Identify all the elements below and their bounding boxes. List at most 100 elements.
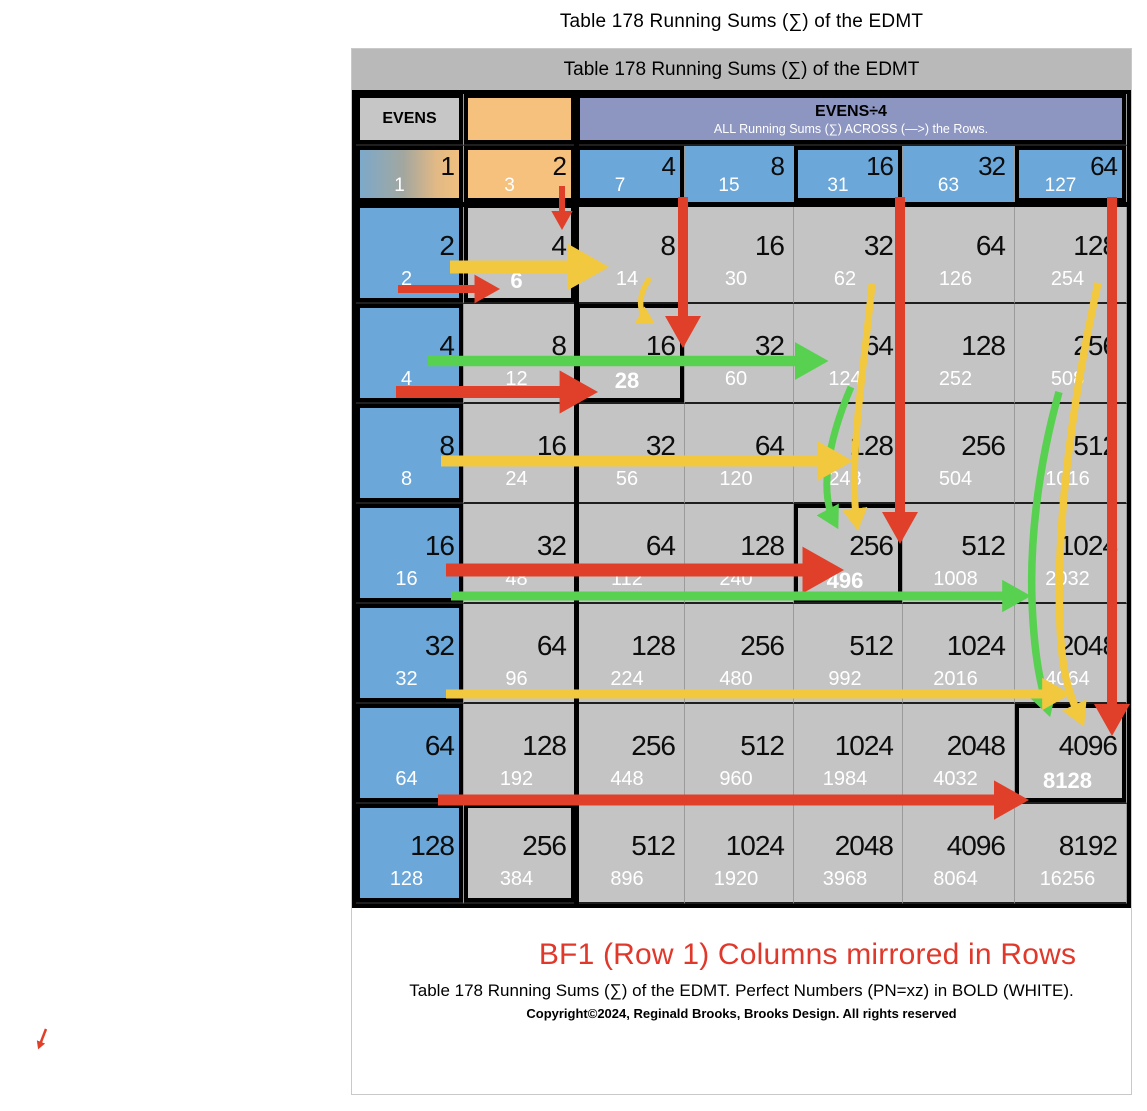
cell-value: 512 (740, 730, 785, 761)
cell-sum: 896 (610, 868, 644, 890)
cell-sum: 14 (615, 268, 639, 290)
cell-value: 256 (631, 730, 676, 761)
cell-sum: 127 (1044, 175, 1077, 196)
cell-value: 4 (661, 151, 677, 181)
table-cell: 8192 16256 (1015, 804, 1127, 904)
cell-value: 2048 (946, 730, 1006, 761)
cell-value: 512 (631, 830, 676, 861)
table-cell: 1024 1984 (794, 704, 903, 804)
cell-sum: 63 (937, 175, 960, 196)
cell-value: 128 (631, 630, 676, 661)
cell-sum: 6 (510, 268, 523, 293)
table-cell: 4096 8064 (903, 804, 1015, 904)
table-cell: 64 124 (794, 304, 903, 404)
cell-value: 8192 (1058, 830, 1118, 861)
divider-vertical (574, 90, 579, 908)
cell-sum: 8064 (933, 868, 978, 890)
cell-value: 256 (740, 630, 785, 661)
table-cell: 128 224 (576, 604, 685, 704)
cell-value: 2048 (1058, 630, 1118, 661)
table-cell: 32 32 (356, 604, 464, 704)
table-cell: 32 60 (685, 304, 794, 404)
table-cell: 4096 8128 (1015, 704, 1127, 804)
cell-value: 2 (439, 230, 455, 261)
table-title-bar: Table 178 Running Sums (∑) of the EDMT (352, 49, 1131, 90)
cell-value: 16 (424, 530, 455, 561)
cell-sum: 1016 (1045, 468, 1090, 490)
cell-sum: 4032 (933, 768, 978, 790)
table-cell: 256 384 (464, 804, 576, 904)
table-cell: 2048 4064 (1015, 604, 1127, 704)
caption-copyright: Copyright©2024, Reginald Brooks, Brooks … (526, 1006, 957, 1021)
cell-sum: 24 (505, 468, 528, 490)
cell-sum: 480 (719, 668, 753, 690)
cell-sum: 4064 (1045, 668, 1090, 690)
table-cell: 256 504 (903, 404, 1015, 504)
cell-sum: 60 (724, 368, 748, 390)
header-group-subtitle: ALL Running Sums (∑) ACROSS (—>) the Row… (713, 121, 989, 136)
table-cell: 8 14 (576, 204, 685, 304)
table-cell: 16 28 (576, 304, 685, 404)
table-cell: 128 240 (685, 504, 794, 604)
cell-sum: 120 (719, 468, 753, 490)
cell-sum: 15 (718, 175, 740, 196)
cell-sum: 1984 (822, 768, 868, 790)
cell-sum: 62 (833, 268, 857, 290)
cell-sum: 224 (610, 668, 644, 690)
cell-value: 16 (754, 230, 785, 261)
cell-value: 128 (522, 730, 567, 761)
cell-sum: 31 (827, 175, 849, 196)
cell-value: 64 (424, 730, 455, 761)
cell-value: 128 (1073, 230, 1118, 261)
cell-sum: 28 (614, 368, 640, 393)
cell-value: 256 (961, 430, 1006, 461)
cell-sum: 56 (615, 468, 639, 490)
table-wrap: EVENS EVENS÷4 ALL Running Sums (∑) ACROS… (352, 90, 1131, 908)
header-group-label: EVENS÷4 (815, 102, 887, 120)
red-arrow (36, 1028, 48, 1050)
cell-value: 1 (440, 151, 456, 181)
cell-value: 128 (410, 830, 455, 861)
cell-sum: 96 (505, 668, 528, 690)
caption-block: BF1 (Row 1) Columns mirrored in Rows Tab… (352, 908, 1131, 1021)
table-cell: 8 12 (464, 304, 576, 404)
table-cell: 32 48 (464, 504, 576, 604)
table-cell: 512 896 (576, 804, 685, 904)
cell-sum: 3 (504, 175, 515, 196)
cell-value: 32 (978, 151, 1006, 181)
cell-value: 16 (866, 151, 894, 181)
cell-value: 512 (1073, 430, 1118, 461)
cell-value: 1024 (834, 730, 894, 761)
table-cell: 64 126 (903, 204, 1015, 304)
table-cell: 32 56 (576, 404, 685, 504)
cell-sum: 4 (400, 368, 413, 390)
cell-sum: 992 (828, 668, 862, 690)
table-cell: 1024 1920 (685, 804, 794, 904)
cell-sum: 504 (938, 468, 973, 490)
cell-value: 256 (849, 530, 894, 561)
cell-value: 4 (439, 330, 455, 361)
cell-sum: 252 (938, 368, 973, 390)
table-cell: 2048 3968 (794, 804, 903, 904)
table-cell: 1024 2032 (1015, 504, 1127, 604)
cell-value: 16 (536, 430, 567, 461)
cell-sum: 384 (499, 868, 534, 890)
cell-sum: 960 (719, 768, 753, 790)
cell-value: 2 (552, 151, 568, 181)
cell-value: 1024 (1058, 530, 1118, 561)
table-cell: 128 252 (903, 304, 1015, 404)
caption-description: Table 178 Running Sums (∑) of the EDMT. … (409, 981, 1074, 1000)
table-cell: 256 448 (576, 704, 685, 804)
cell-value: 32 (536, 530, 567, 561)
cell-value: 256 (1073, 330, 1118, 361)
cell-sum: 126 (938, 268, 973, 290)
cell-sum: 8 (400, 468, 413, 490)
table-cell: 64 112 (576, 504, 685, 604)
cell-value: 8 (551, 330, 567, 361)
cell-sum: 30 (724, 268, 748, 290)
table-cell: 256 480 (685, 604, 794, 704)
cell-sum: 1920 (713, 868, 759, 890)
cell-sum: 254 (1050, 268, 1085, 290)
